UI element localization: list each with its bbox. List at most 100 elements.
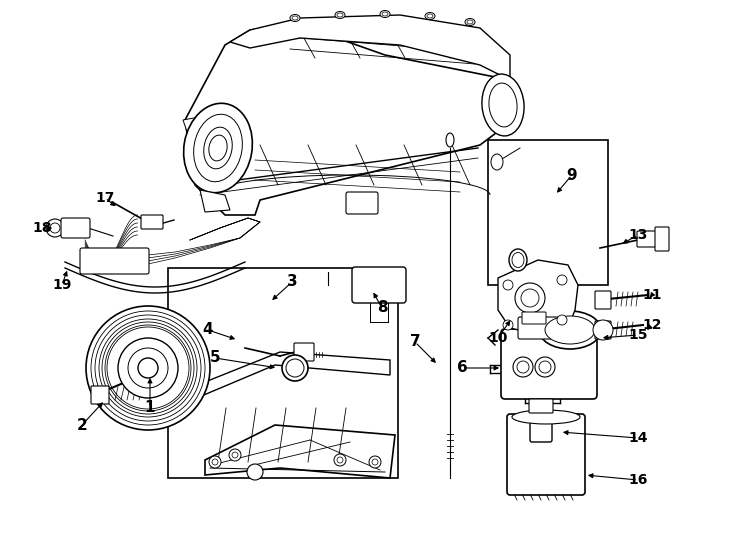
FancyBboxPatch shape <box>637 231 661 247</box>
Text: 11: 11 <box>642 288 662 302</box>
Polygon shape <box>230 15 510 80</box>
Circle shape <box>105 325 191 411</box>
Circle shape <box>99 319 197 417</box>
Text: 12: 12 <box>642 318 662 332</box>
FancyBboxPatch shape <box>91 386 109 404</box>
FancyBboxPatch shape <box>346 192 378 214</box>
Circle shape <box>118 338 178 398</box>
Circle shape <box>128 348 168 388</box>
Circle shape <box>46 219 64 237</box>
Circle shape <box>138 358 158 378</box>
Circle shape <box>372 459 378 465</box>
Text: 9: 9 <box>567 167 578 183</box>
Ellipse shape <box>194 114 242 182</box>
Circle shape <box>209 456 221 468</box>
Circle shape <box>503 320 513 330</box>
Circle shape <box>557 315 567 325</box>
Circle shape <box>521 289 539 307</box>
Bar <box>488 140 608 285</box>
Polygon shape <box>185 25 520 215</box>
Ellipse shape <box>337 13 343 17</box>
FancyBboxPatch shape <box>522 312 546 324</box>
Ellipse shape <box>489 83 517 127</box>
FancyBboxPatch shape <box>501 329 597 399</box>
Circle shape <box>212 459 218 465</box>
Circle shape <box>539 361 551 373</box>
Text: 8: 8 <box>377 300 388 315</box>
FancyBboxPatch shape <box>80 248 149 274</box>
Text: 19: 19 <box>52 278 72 292</box>
Circle shape <box>337 457 343 463</box>
FancyBboxPatch shape <box>141 215 163 229</box>
Ellipse shape <box>482 74 524 136</box>
Text: 13: 13 <box>628 228 647 242</box>
Ellipse shape <box>512 253 524 267</box>
Circle shape <box>517 361 529 373</box>
FancyBboxPatch shape <box>61 218 90 238</box>
Text: 5: 5 <box>210 350 220 366</box>
Text: 6: 6 <box>457 361 468 375</box>
FancyBboxPatch shape <box>352 267 406 303</box>
FancyBboxPatch shape <box>530 410 552 442</box>
Text: 1: 1 <box>145 401 156 415</box>
Text: 16: 16 <box>628 473 647 487</box>
Ellipse shape <box>282 355 308 381</box>
Circle shape <box>102 322 194 414</box>
Ellipse shape <box>382 12 388 16</box>
Ellipse shape <box>491 154 503 170</box>
Circle shape <box>503 280 513 290</box>
Ellipse shape <box>425 12 435 19</box>
FancyBboxPatch shape <box>294 343 314 361</box>
Ellipse shape <box>380 10 390 17</box>
Ellipse shape <box>509 249 527 271</box>
Ellipse shape <box>292 16 298 20</box>
Circle shape <box>229 449 241 461</box>
Circle shape <box>50 223 60 233</box>
Polygon shape <box>498 260 578 335</box>
Circle shape <box>593 320 613 340</box>
Circle shape <box>369 456 381 468</box>
Circle shape <box>107 327 189 409</box>
Text: 7: 7 <box>410 334 421 349</box>
Ellipse shape <box>427 14 433 18</box>
Ellipse shape <box>286 359 304 377</box>
FancyBboxPatch shape <box>518 317 560 339</box>
Ellipse shape <box>209 135 227 161</box>
Text: 15: 15 <box>628 328 647 342</box>
Ellipse shape <box>467 20 473 24</box>
FancyBboxPatch shape <box>655 227 669 251</box>
Circle shape <box>91 311 205 425</box>
Circle shape <box>535 357 555 377</box>
Ellipse shape <box>290 15 300 22</box>
FancyBboxPatch shape <box>595 321 611 339</box>
Ellipse shape <box>465 18 475 25</box>
Bar <box>168 268 398 478</box>
Ellipse shape <box>335 11 345 18</box>
Ellipse shape <box>539 311 601 349</box>
Text: 10: 10 <box>488 331 508 345</box>
Circle shape <box>232 452 238 458</box>
Text: 4: 4 <box>203 322 214 338</box>
Circle shape <box>86 306 210 430</box>
Polygon shape <box>180 352 390 405</box>
FancyBboxPatch shape <box>529 399 553 413</box>
Circle shape <box>515 283 545 313</box>
Polygon shape <box>205 425 395 478</box>
Ellipse shape <box>512 410 580 424</box>
FancyBboxPatch shape <box>595 291 611 309</box>
FancyBboxPatch shape <box>507 414 585 495</box>
Ellipse shape <box>446 133 454 147</box>
Ellipse shape <box>545 316 595 344</box>
Circle shape <box>557 275 567 285</box>
Circle shape <box>334 454 346 466</box>
Text: 17: 17 <box>95 191 115 205</box>
Polygon shape <box>200 190 230 212</box>
Text: 2: 2 <box>76 417 87 433</box>
Circle shape <box>95 315 201 421</box>
Text: 14: 14 <box>628 431 647 445</box>
Ellipse shape <box>204 127 232 169</box>
Text: 3: 3 <box>287 274 297 289</box>
Ellipse shape <box>184 103 252 193</box>
Text: 18: 18 <box>32 221 52 235</box>
Circle shape <box>513 357 533 377</box>
